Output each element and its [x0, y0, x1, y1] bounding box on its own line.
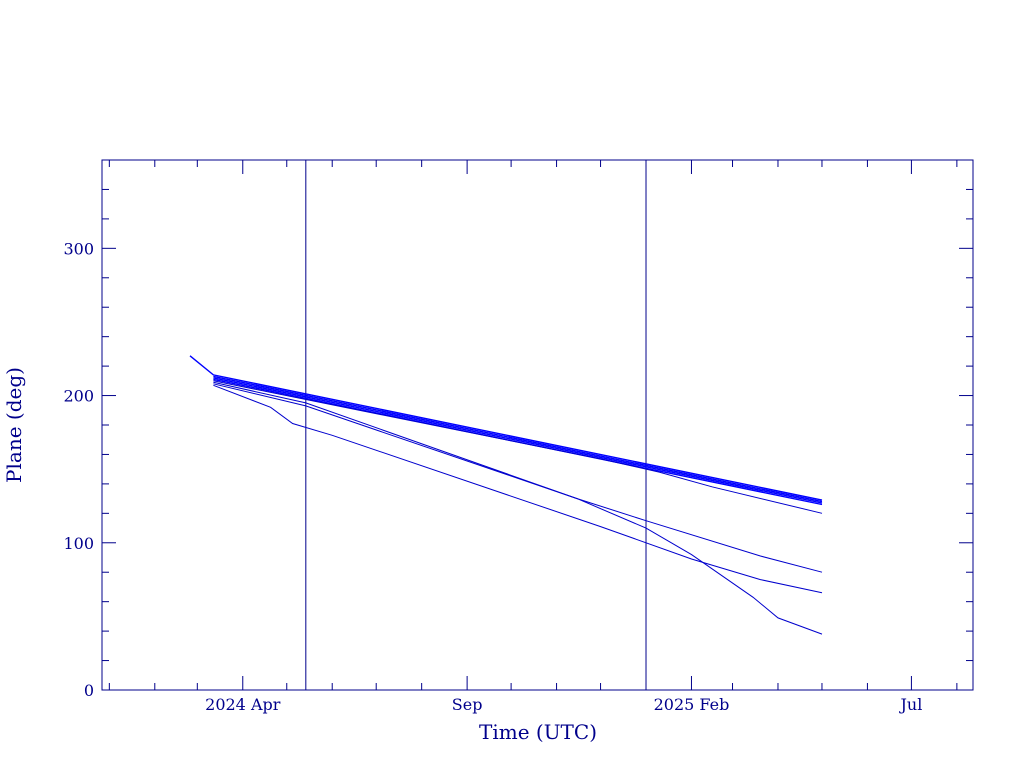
x-axis-ticks: 2024 Apr Sep 2025 Feb Jul [108, 160, 958, 714]
series-line-2 [213, 375, 823, 503]
x-axis-title: Time (UTC) [479, 720, 597, 744]
series-lines [189, 355, 823, 635]
series-line-1 [189, 355, 823, 501]
series-line-8 [213, 381, 823, 635]
x-tick-label: Sep [452, 695, 483, 714]
series-line-7 [213, 384, 823, 594]
y-axis-title: Plane (deg) [2, 367, 26, 483]
plot-frame [101, 159, 974, 691]
x-tick-label: 2024 Apr [205, 695, 281, 714]
y-tick-label: 300 [63, 239, 94, 258]
series-line-6 [213, 383, 823, 573]
x-tick-label: 2025 Feb [654, 695, 730, 714]
y-tick-label: 100 [63, 534, 94, 553]
y-axis-ticks: 0 100 200 300 [63, 159, 973, 700]
x-tick-label: Jul [898, 695, 922, 714]
series-line-5 [213, 380, 823, 514]
y-tick-label: 200 [63, 387, 94, 406]
vertical-markers [305, 160, 647, 690]
y-tick-label: 0 [84, 681, 94, 700]
series-line-3 [213, 377, 823, 504]
